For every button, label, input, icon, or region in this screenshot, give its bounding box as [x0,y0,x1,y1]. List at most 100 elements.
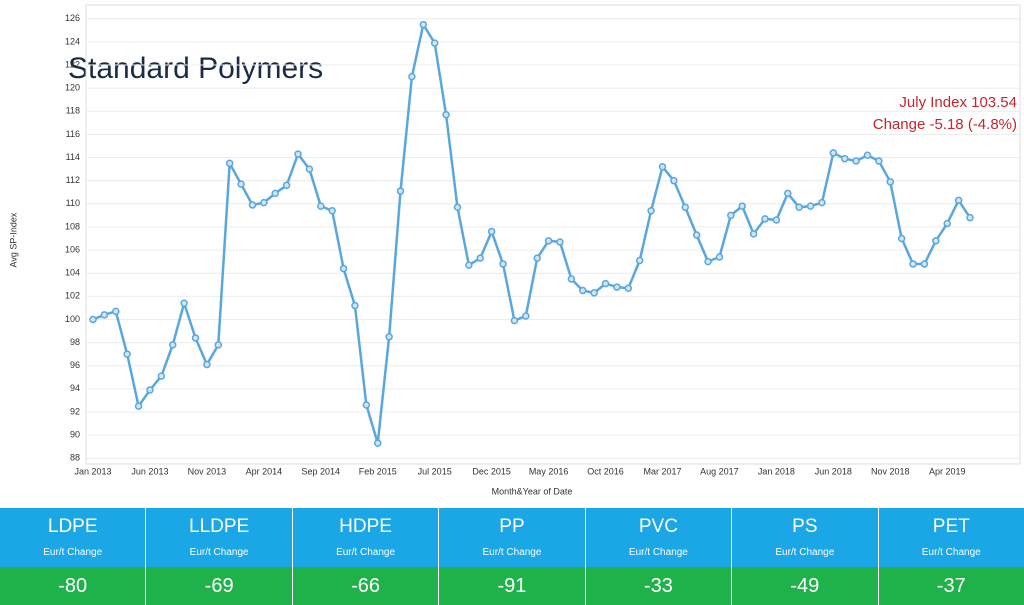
point [749,230,758,238]
y-tick-label: 96 [70,360,80,370]
table-column: PVC Eur/t Change -33 [585,508,733,605]
point [465,261,473,269]
x-tick-label: Apr 2014 [246,466,283,476]
point [886,178,895,186]
point [556,238,564,246]
x-tick-label: Jun 2013 [131,466,168,476]
y-tick-label: 114 [66,152,80,162]
x-tick-label: Dec 2015 [472,466,511,476]
point [487,227,496,236]
change-value: -33 [585,567,732,605]
table-header: PS Eur/t Change [732,508,878,567]
polymer-name: LDPE [47,516,98,537]
point [567,275,576,283]
point [647,206,655,215]
point [932,237,940,245]
point [806,202,815,210]
y-tick-label: 98 [70,337,80,347]
point [943,219,951,228]
subheader: Eur/t Change [628,547,688,558]
point [237,180,245,188]
x-axis-label: Month&Year of Date [492,486,573,496]
x-tick-label: Mar 2017 [643,466,681,476]
y-tick-label: 88 [70,453,80,463]
polymer-name: LLDPE [189,516,250,537]
table-header: PP Eur/t Change [439,508,585,567]
point [727,211,735,220]
point [442,111,450,119]
point [601,279,610,288]
point [579,286,587,295]
polymer-name: PS [792,516,818,537]
polymer-name: PET [932,516,970,537]
point [123,350,131,358]
x-tick-label: May 2016 [529,466,569,476]
point [499,260,507,268]
y-tick-label: 100 [65,314,80,324]
point [396,187,405,195]
y-tick-label: 102 [65,291,80,301]
table-header: LLDPE Eur/t Change [146,508,292,567]
polymer-name: PVC [638,516,678,537]
table-column: PET Eur/t Change -37 [878,508,1024,605]
point [954,196,963,205]
point [271,189,279,198]
point [658,163,667,171]
point [180,299,188,308]
table-header: PVC Eur/t Change [585,508,732,567]
point [351,301,359,310]
y-tick-label: 112 [66,175,80,185]
point [510,316,519,325]
subheader: Eur/t Change [482,547,542,558]
change-value: -66 [292,567,439,605]
point [829,149,838,157]
point [692,231,701,239]
subheader: Eur/t Change [336,547,396,558]
table-header: HDPE Eur/t Change [292,508,439,567]
subheader: Eur/t Change [775,547,835,558]
point [476,254,484,262]
annotation: July Index 103.54 [899,94,1017,111]
point [100,311,109,319]
y-tick-label: 126 [65,13,80,23]
x-tick-label: Nov 2018 [871,466,910,476]
annotation: Change -5.18 (-4.8%) [873,116,1017,133]
table-column: LLDPE Eur/t Change -69 [146,508,293,605]
y-tick-label: 122 [65,59,80,69]
point [305,165,314,173]
point [670,176,678,185]
point [419,20,428,29]
change-value: -37 [878,567,1024,605]
point [328,206,336,215]
change-value: -69 [146,567,292,605]
table-column: PP Eur/t Change -91 [439,508,586,605]
point [112,307,120,316]
point [157,372,166,380]
point [89,315,97,324]
point [294,150,302,158]
point [784,189,792,198]
y-tick-label: 90 [70,429,80,439]
point [430,39,439,47]
point [225,159,234,168]
chart: Standard Polymers July Index 103.54 Chan… [8,4,1021,496]
subheader: Eur/t Change [921,547,981,558]
point [772,216,781,224]
table-column: LDPE Eur/t Change -80 [0,508,147,605]
point [544,237,553,245]
y-axis-label: Avg SP-Index [8,212,18,267]
x-tick-label: Jul 2015 [418,466,452,476]
point [715,253,724,261]
change-value: -91 [439,567,585,605]
y-tick-label: 92 [70,406,80,416]
table-header: PET Eur/t Change [878,508,1024,567]
point [134,402,143,410]
y-tick-label: 116 [66,129,80,139]
change-table: LDPE Eur/t Change -80 LLDPE Eur/t Change -69 H… [0,508,1024,605]
point [214,341,223,349]
point [635,256,644,265]
y-tick-label: 104 [65,268,80,278]
x-tick-label: Jan 2013 [74,466,111,476]
line [92,21,972,444]
